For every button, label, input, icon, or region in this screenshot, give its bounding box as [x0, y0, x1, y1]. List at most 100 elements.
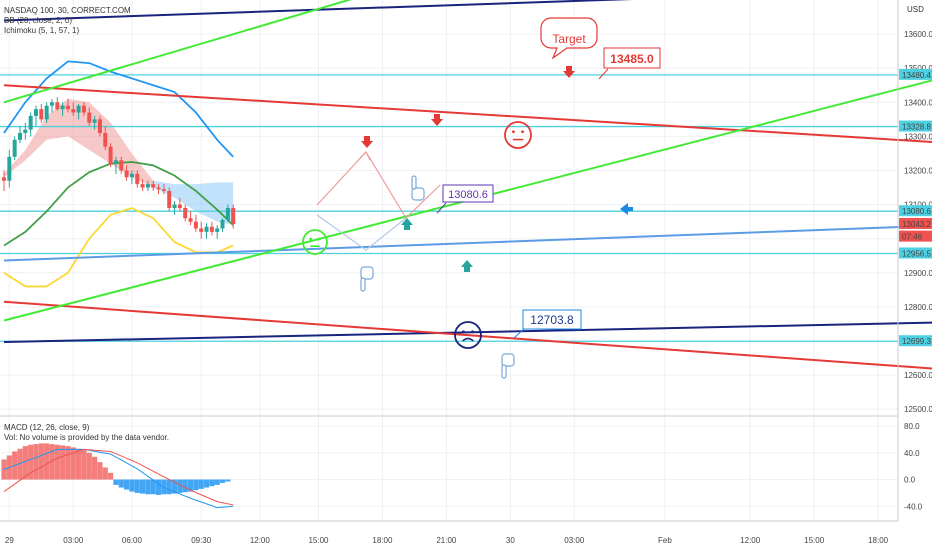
light-blue-line	[3, 224, 932, 262]
face-eye	[309, 237, 313, 241]
price-tick-label: 12500.0	[904, 405, 932, 414]
time-tick-label: 29	[5, 536, 14, 545]
target-label: Target	[552, 32, 586, 46]
price-tag: 07:46	[899, 230, 932, 242]
macd-bar	[139, 479, 146, 494]
candle-body	[172, 204, 177, 208]
green-smiley-icon	[302, 229, 328, 255]
price-tag-box	[899, 205, 932, 217]
candle-body	[140, 184, 145, 188]
macd-bar	[65, 446, 71, 480]
candle-body	[113, 160, 118, 164]
signal-line	[3, 448, 234, 506]
macd-bar	[38, 443, 44, 480]
mid-price-callout: 13080.6	[436, 184, 494, 214]
macd-bar	[108, 472, 114, 480]
candle-body	[167, 190, 172, 208]
macd-bar	[129, 479, 135, 492]
price-tag: 12956.5	[899, 247, 932, 259]
macd-bar	[150, 479, 156, 495]
time-tick-label: Feb	[658, 536, 672, 545]
macd-tick-label: 80.0	[904, 422, 920, 431]
time-tick-label: 12:00	[740, 536, 761, 545]
candle-body	[28, 115, 33, 130]
candle-body	[2, 177, 6, 181]
price-tag-label: 13043.2	[902, 220, 931, 229]
price-tag: 13080.6	[899, 205, 932, 217]
legend-symbol: NASDAQ 100, 30, CORRECT.COM	[4, 6, 131, 15]
time-tick-label: 09:30	[191, 536, 212, 545]
macd-bar	[177, 479, 183, 493]
macd-bar	[171, 479, 178, 494]
price-tick-label: 13300.0	[904, 132, 932, 141]
time-tick-label: 12:00	[250, 536, 271, 545]
candle-body	[97, 119, 102, 133]
time-tick-label: 15:00	[804, 536, 825, 545]
macd-bar	[209, 479, 215, 487]
candle-body	[215, 228, 220, 232]
candle-body	[124, 170, 129, 178]
target-price-label: 13485.0	[610, 52, 654, 66]
price-tag-label: 12699.3	[902, 337, 931, 346]
candle-body	[220, 219, 225, 229]
macd-bar	[123, 479, 130, 490]
macd-bar	[198, 479, 204, 489]
hand-finger	[360, 277, 366, 292]
target-price-callout: 13485.0	[598, 47, 661, 80]
candle-body	[17, 132, 22, 140]
hand-palm	[360, 266, 374, 280]
time-tick-label: 18:00	[372, 536, 393, 545]
face-eye	[471, 330, 474, 334]
price-tag-box	[899, 120, 932, 132]
macd-bar	[166, 479, 172, 495]
candle-body	[156, 187, 161, 190]
candle-body	[183, 208, 188, 219]
arrow-left-icon	[620, 203, 633, 215]
macd-bar	[134, 479, 140, 493]
candle-body	[209, 226, 214, 232]
legend-ichimoku: Ichimoku (5, 1, 57, 1)	[4, 26, 80, 35]
face-mouth	[462, 337, 474, 342]
macd-bar	[145, 479, 151, 495]
bear-projection	[316, 214, 407, 251]
macd-bar	[219, 479, 226, 483]
macd-bar	[33, 444, 39, 480]
time-tick-label: 15:00	[308, 536, 329, 545]
macd-bar	[203, 479, 210, 488]
arrow-up-icon	[461, 260, 473, 272]
grid	[0, 0, 898, 521]
face-eye	[512, 130, 515, 134]
candle-body	[225, 208, 230, 220]
candle-body	[87, 112, 92, 123]
cloud-segment	[153, 180, 234, 226]
arrow-up-icon	[401, 218, 413, 230]
price-tag-label: 12956.5	[902, 250, 931, 259]
arrow-head	[359, 150, 371, 161]
candle-body	[60, 105, 65, 110]
macd-tick-label: 0.0	[904, 476, 916, 485]
face-outline	[302, 229, 328, 255]
candle-body	[135, 173, 140, 185]
macd-bar	[187, 479, 194, 492]
green-upper-line	[3, 0, 352, 104]
macd-tick-label: 40.0	[904, 449, 920, 458]
price-tag-label: 13480.4	[902, 71, 931, 80]
candle-body	[231, 208, 236, 225]
price-tag-box	[899, 247, 932, 259]
arrow-down-icon	[563, 66, 575, 78]
price-tick-label: 12900.0	[904, 269, 932, 278]
candle-body	[151, 184, 156, 188]
candle-body	[161, 189, 166, 191]
candle-body	[23, 129, 28, 133]
macd-line	[3, 448, 234, 509]
face-outline	[504, 121, 532, 149]
bb-line	[3, 60, 234, 158]
blue-bottom-line	[3, 321, 932, 344]
candle-body	[39, 109, 44, 120]
hand-finger	[501, 364, 507, 379]
candle-body	[12, 139, 17, 157]
candle-body	[108, 146, 113, 164]
red-upper-line	[3, 84, 932, 143]
hand-finger	[411, 175, 417, 190]
